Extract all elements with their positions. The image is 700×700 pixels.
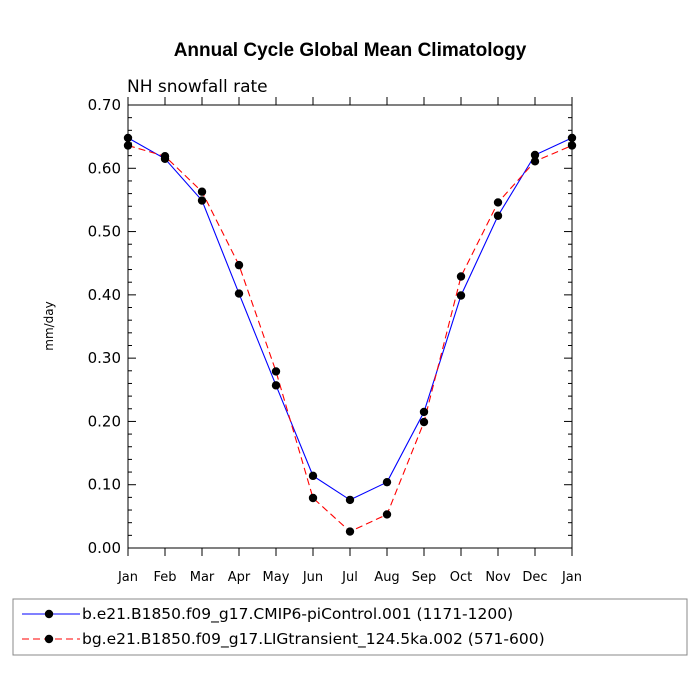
y-tick-label: 0.40 (88, 286, 121, 304)
data-point-series-1 (382, 477, 392, 487)
data-point-series-2 (419, 417, 429, 427)
data-point-series-2 (271, 367, 281, 376)
data-point-series-1 (419, 407, 429, 417)
legend: b.e21.B1850.f09_g17.CMIP6-piControl.001 … (12, 598, 688, 656)
x-tick-label: Nov (485, 570, 511, 585)
data-point-series-2 (197, 187, 207, 196)
y-tick-label: 0.60 (88, 159, 121, 177)
data-point-series-2 (234, 260, 244, 270)
legend-label-1: b.e21.B1850.f09_g17.CMIP6-piControl.001 … (82, 605, 513, 624)
chart-subtitle: NH snowfall rate (127, 77, 268, 97)
x-tick-label: Jan (117, 570, 138, 585)
y-axis-label: mm/day (42, 301, 56, 351)
series-line-1 (127, 137, 573, 501)
data-point-series-2 (308, 493, 318, 503)
data-point-series-1 (271, 381, 281, 390)
x-tick-label: Sep (412, 570, 437, 585)
x-tick-label: Mar (190, 570, 215, 585)
x-tick-label: Aug (374, 570, 399, 585)
x-tick-label: Feb (153, 570, 176, 585)
data-point-series-1 (530, 150, 540, 160)
data-point-series-1 (308, 471, 318, 481)
x-tick-label: Jun (302, 570, 323, 585)
y-tick-label: 0.20 (88, 412, 121, 430)
x-tick-label: Oct (450, 570, 472, 585)
y-axis: 0.00 0.10 0.20 0.30 0.40 0.50 0.60 0.70 (88, 96, 572, 557)
legend-box (12, 598, 688, 656)
data-point-series-2 (345, 527, 355, 536)
data-point-series-2 (456, 272, 466, 281)
x-axis: Jan Feb Mar Apr May Jun Jul Aug Sep Oct Nov Dec Jan (117, 97, 582, 585)
legend-label-2: bg.e21.B1850.f09_g17.LIGtransient_124.5k… (82, 630, 545, 649)
y-tick-label: 0.70 (88, 96, 121, 114)
y-tick-label: 0.50 (88, 223, 121, 241)
x-tick-label: Jan (561, 570, 582, 585)
data-point-series-2 (382, 510, 392, 519)
x-tick-label: Dec (522, 570, 547, 585)
data-point-series-2 (160, 152, 170, 161)
data-point-series-1 (567, 133, 577, 143)
data-point-series-2 (123, 141, 133, 150)
data-point-series-1 (123, 133, 133, 143)
legend-marker-2 (44, 634, 54, 644)
data-point-series-2 (493, 198, 503, 207)
chart-title: Annual Cycle Global Mean Climatology (174, 40, 527, 61)
data-point-series-1 (197, 196, 207, 205)
y-tick-label: 0.00 (88, 539, 121, 557)
y-tick-label: 0.30 (88, 349, 121, 367)
x-tick-label: May (263, 570, 290, 585)
x-tick-label: Jul (341, 570, 358, 585)
plot-frame (127, 104, 573, 549)
data-point-series-1 (456, 291, 466, 300)
data-point-series-1 (345, 495, 355, 505)
data-point-series-1 (493, 211, 503, 220)
data-point-series-2 (567, 141, 577, 150)
data-point-series-2 (530, 157, 540, 166)
data-point-series-1 (234, 289, 244, 298)
y-tick-label: 0.10 (88, 476, 121, 494)
x-tick-label: Apr (228, 570, 251, 585)
legend-marker-1 (44, 609, 54, 619)
plot-border (127, 104, 573, 549)
plot-area (123, 133, 577, 536)
